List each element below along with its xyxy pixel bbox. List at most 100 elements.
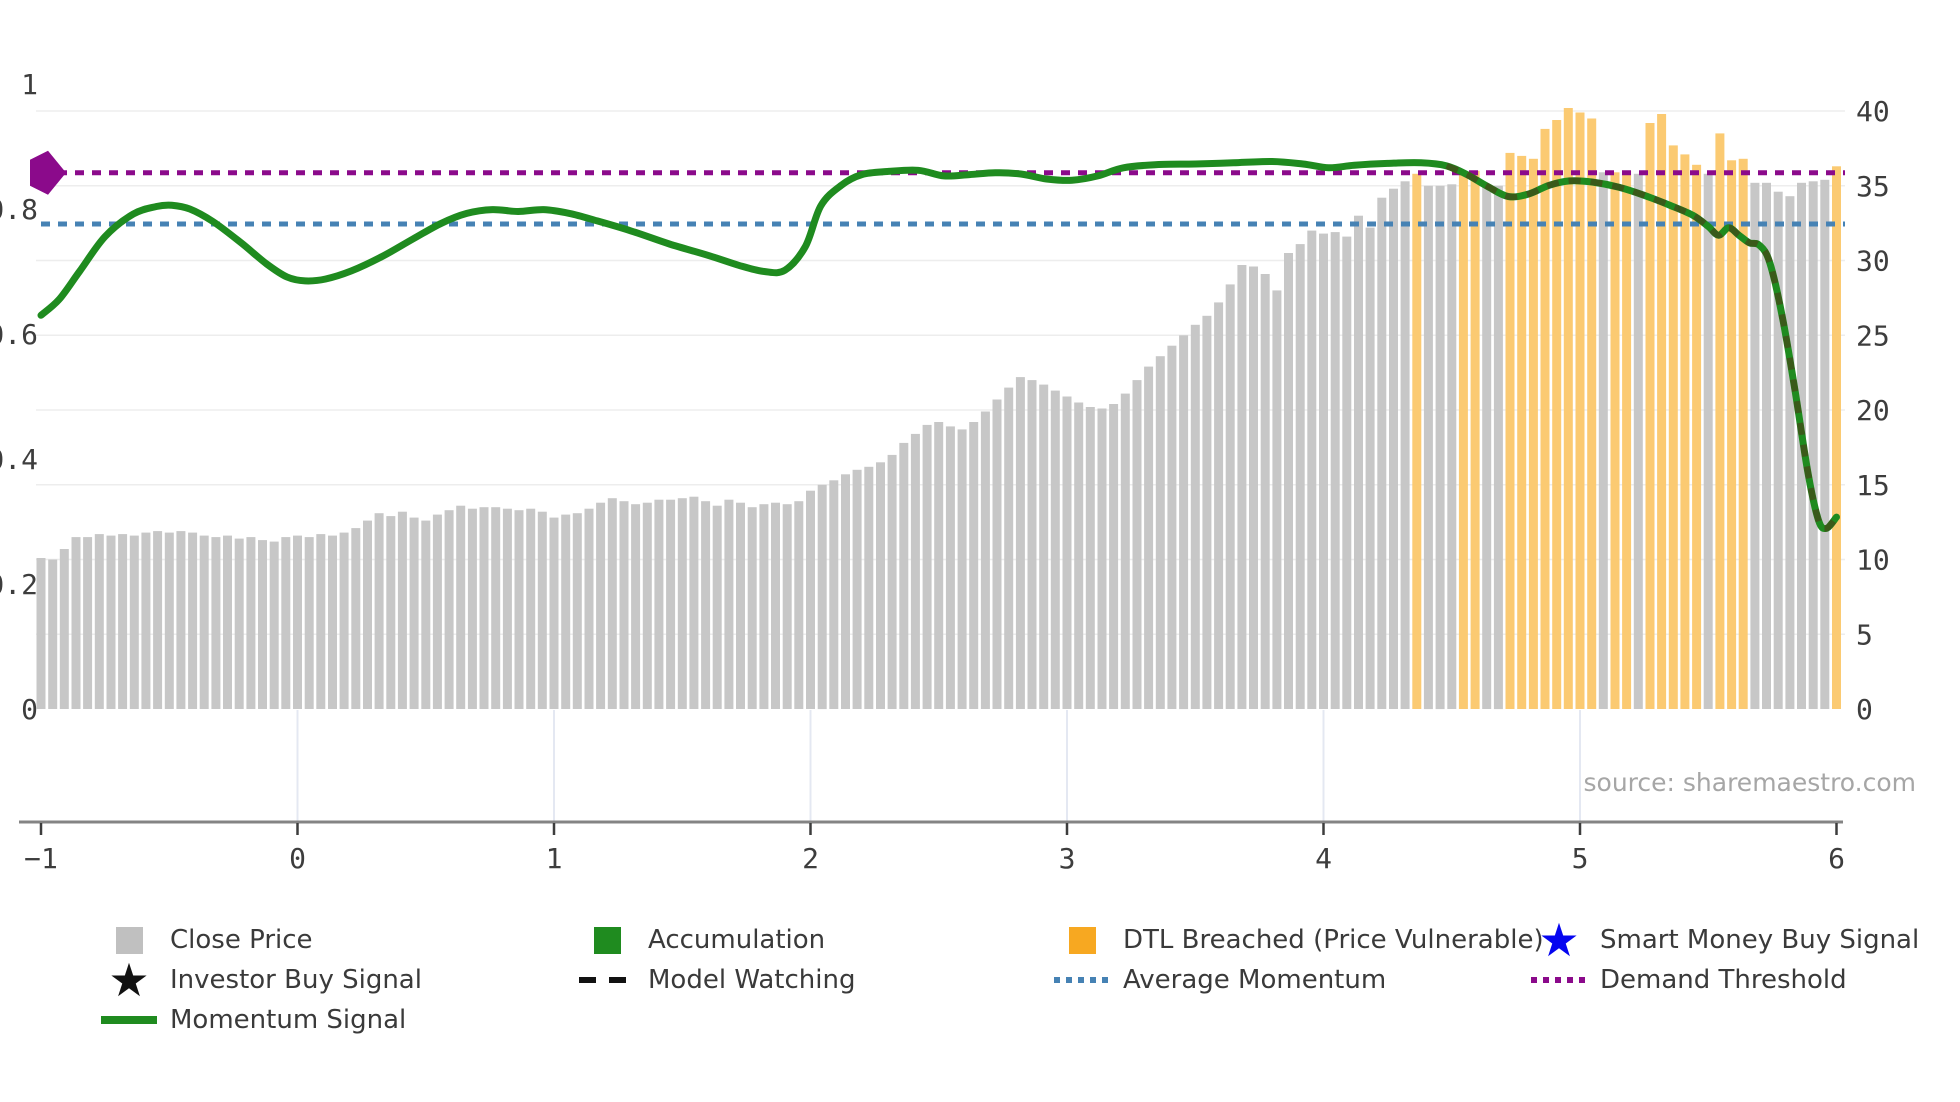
legend-label: Average Momentum <box>1123 965 1387 995</box>
close-price-bar <box>234 538 244 709</box>
close-price-bar <box>864 466 874 709</box>
close-price-bar <box>94 534 104 709</box>
accumulation-swatch <box>578 926 636 954</box>
close-price-bar <box>1097 408 1107 709</box>
close-price-bar <box>432 514 442 709</box>
y-right-tick-label: 40 <box>1856 95 1890 128</box>
close-price-bar <box>1400 181 1410 710</box>
close-price-bar <box>666 499 676 709</box>
demand-threshold-marker <box>30 150 66 195</box>
close-price-bar <box>1144 366 1154 709</box>
close-price-bar <box>724 499 734 709</box>
dtl-breached-bar <box>1563 108 1573 709</box>
close-price-bar <box>1085 407 1095 709</box>
close-price-bar <box>922 424 932 709</box>
chart-canvas: −1012345600.20.40.60.810510152025303540 … <box>0 68 1916 875</box>
x-tick-label: 1 <box>546 842 563 875</box>
close-price-bar <box>397 511 407 709</box>
close-price-bar <box>957 429 967 709</box>
close-price-bar <box>537 511 547 709</box>
close-price-bar <box>701 501 711 709</box>
close-price-bar <box>654 499 664 709</box>
close-price-bar <box>456 505 466 709</box>
close-price-bar <box>1762 182 1771 710</box>
close-price-bar <box>339 532 349 709</box>
close-price-bar <box>386 516 396 709</box>
close-price-bar <box>980 411 990 709</box>
close-price-bars <box>36 108 1841 710</box>
dtl-breached-bar <box>1552 120 1562 709</box>
close-price-bar <box>351 528 361 709</box>
dtl-breached-swatch <box>1053 926 1111 954</box>
close-price-bar <box>374 513 384 709</box>
close-price-bar <box>1319 233 1328 709</box>
model-watching-overlay <box>1445 162 1839 532</box>
close-price-bar <box>642 502 652 709</box>
close-price-bar <box>1179 335 1189 710</box>
close-price-bar <box>794 501 804 709</box>
close-price-bar <box>59 549 69 709</box>
close-price-bar <box>736 502 745 709</box>
y-right-tick-label: 10 <box>1856 544 1890 577</box>
x-tick-label: 0 <box>289 842 306 875</box>
demand-threshold-swatch <box>1530 975 1588 985</box>
close-price-bar <box>467 508 477 709</box>
legend-item-investor-buy-signal: ★ Investor Buy Signal <box>100 953 422 1007</box>
close-price-bar <box>129 535 139 709</box>
close-price-bar <box>1493 185 1503 710</box>
dtl-breached-bar <box>1575 112 1585 709</box>
close-price-bar <box>1120 393 1130 709</box>
close-price-bar <box>211 537 221 709</box>
close-price-bar <box>526 508 536 709</box>
close-price-bar <box>806 490 815 709</box>
legend-label: Accumulation <box>648 925 826 955</box>
close-price-bar <box>1190 324 1200 709</box>
y-left-tick-label: 0 <box>21 693 38 726</box>
close-price-bar <box>1785 196 1795 709</box>
close-price-bar <box>607 498 617 709</box>
dtl-breached-bar <box>1587 118 1597 709</box>
close-price-bar <box>164 532 174 709</box>
close-price-bar <box>1295 244 1305 709</box>
legend-item-smart-money-buy-signal: ★ Smart Money Buy Signal <box>1530 917 1919 963</box>
close-price-bar <box>1808 181 1818 710</box>
close-price-bar <box>363 520 372 709</box>
close-price-bar <box>1155 356 1165 709</box>
y-right-tick-label: 0 <box>1856 693 1873 726</box>
momentum-line-swatch <box>100 1015 158 1025</box>
close-price-bar <box>1330 232 1340 709</box>
close-price-bar <box>1167 345 1177 709</box>
close-price-bar <box>712 505 722 709</box>
close-price-bar <box>1027 380 1037 709</box>
close-price-bar <box>817 484 827 710</box>
y-right-tick-label: 20 <box>1856 394 1890 427</box>
y-left-tick-label: 0.8 <box>0 193 38 226</box>
legend-item-average-momentum: Average Momentum <box>1053 960 1544 1000</box>
y-left-tick-label: 0.4 <box>0 443 38 476</box>
black-star-icon: ★ <box>108 953 150 1007</box>
close-price-bar <box>106 535 116 709</box>
close-price-bar <box>269 541 279 709</box>
dtl-breached-bar <box>1657 114 1667 709</box>
close-price-bar <box>176 531 186 709</box>
legend-label: Close Price <box>170 925 313 955</box>
close-price-bar <box>1423 185 1433 710</box>
close-price-bar <box>1249 266 1258 709</box>
close-price-bar <box>1750 182 1760 710</box>
close-price-bar <box>1377 197 1387 709</box>
grid-layer <box>36 110 1845 821</box>
close-price-bar <box>118 534 128 709</box>
y-right-tick-label: 5 <box>1856 618 1873 651</box>
close-price-bar <box>141 532 151 709</box>
close-price-bar <box>1062 396 1072 709</box>
x-tick-label: 5 <box>1572 842 1589 875</box>
close-price-bar <box>1820 179 1830 710</box>
close-price-bar <box>199 535 209 709</box>
close-price-bar <box>1109 404 1119 709</box>
dtl-breached-bar <box>1540 128 1550 709</box>
close-price-bar <box>188 532 198 709</box>
close-price-bar <box>1633 173 1643 710</box>
close-price-bar <box>747 507 757 709</box>
legend-label: Momentum Signal <box>170 1005 407 1035</box>
